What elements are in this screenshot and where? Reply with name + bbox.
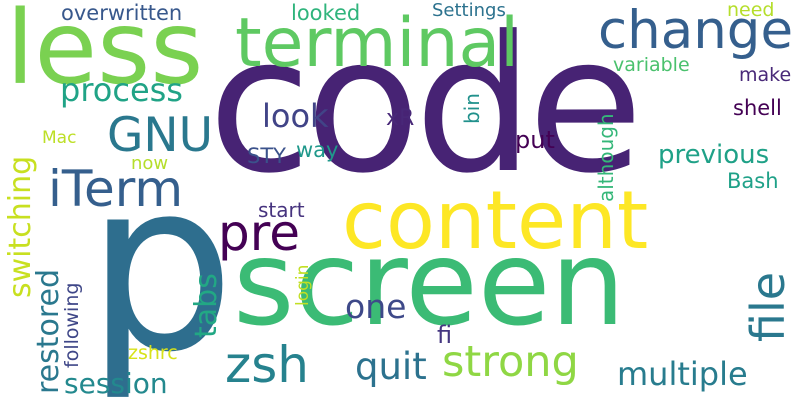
word-following: following (61, 282, 83, 368)
word-pre: pre (218, 204, 300, 262)
word-put: put (515, 126, 555, 154)
word-now: now (131, 153, 169, 174)
word-less: less (6, 0, 204, 108)
word-iTerm: iTerm (48, 160, 184, 218)
word-terminal: terminal (235, 4, 520, 83)
word-Bash: Bash (727, 169, 779, 193)
word-shell: shell (733, 96, 782, 120)
word-change: change (598, 0, 794, 61)
word-GNU: GNU (107, 108, 213, 163)
word-tabs: tabs (189, 273, 224, 338)
word-previous: previous (658, 140, 770, 170)
word-overwritten: overwritten (61, 1, 183, 25)
word-Mac: Mac (42, 128, 77, 148)
word-login: login (293, 264, 313, 306)
word-Settings: Settings (432, 0, 506, 21)
word-one: one (345, 287, 407, 326)
word-strong: strong (442, 337, 579, 387)
word-need: need (727, 0, 775, 21)
word-STY: STY (247, 144, 286, 168)
word-start: start (258, 198, 305, 222)
word-screen: screen (233, 214, 626, 352)
word-p: p (86, 131, 236, 400)
word-content: content (342, 174, 649, 267)
word-multiple: multiple (617, 355, 748, 393)
word-look: look (262, 97, 329, 135)
word-file: file (741, 271, 795, 342)
word-looked: looked (291, 1, 361, 25)
word-fi: fi (437, 321, 453, 349)
word-bin: bin (460, 93, 484, 124)
word-way: way (296, 138, 339, 162)
word-quit: quit (355, 345, 427, 388)
word-zshrc: zshrc (128, 342, 178, 364)
word-zsh: zsh (225, 336, 309, 394)
word-variable: variable (613, 54, 690, 76)
word-code: code (208, 0, 643, 215)
word-make: make (739, 64, 792, 86)
word-restored: restored (31, 268, 66, 394)
word-xR: xR (386, 106, 415, 131)
word-although: although (594, 113, 618, 202)
word-process: process (60, 71, 183, 109)
word-session: session (64, 367, 168, 400)
